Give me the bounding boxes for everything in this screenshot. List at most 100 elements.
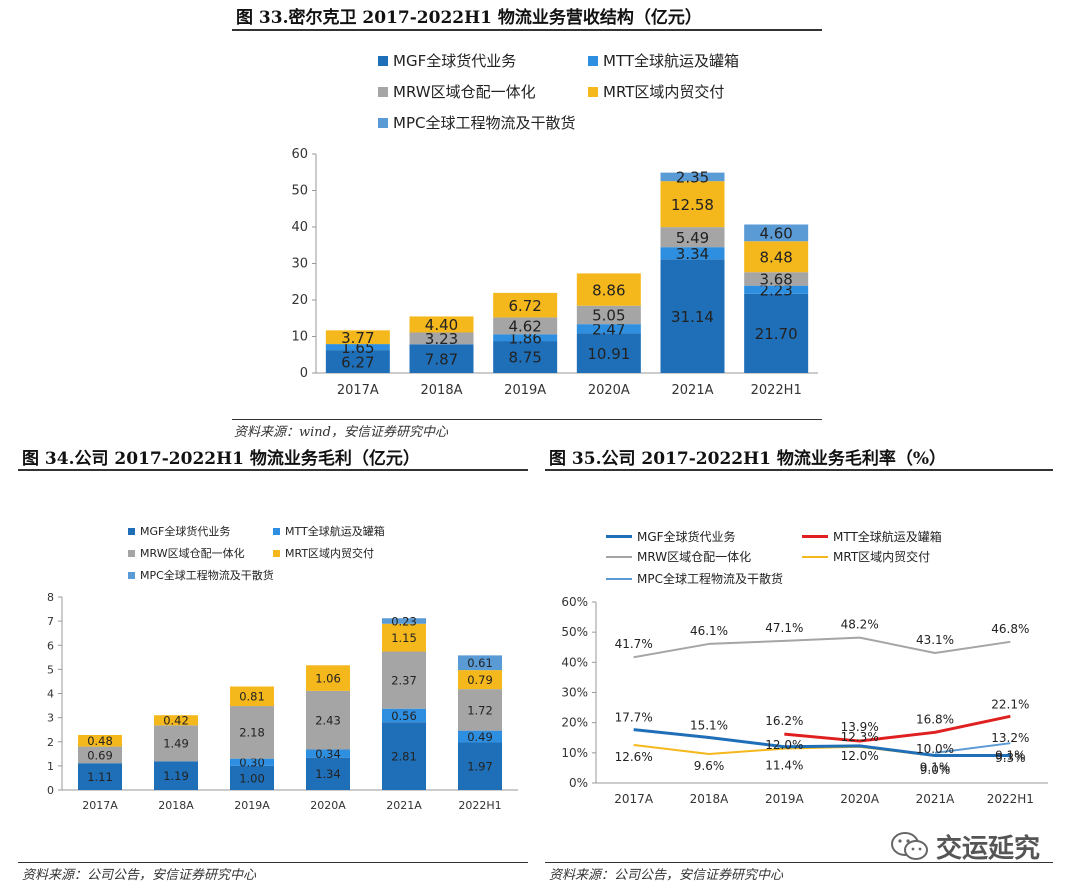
bar-segment (409, 344, 474, 373)
bar-segment (458, 655, 502, 671)
data-label: 1.19 (163, 769, 189, 783)
legend-swatch (802, 555, 828, 558)
data-label: 9.1% (995, 749, 1026, 763)
bar-segment (154, 761, 198, 790)
bar-segment (744, 272, 809, 286)
y-tick-label: 6 (47, 639, 54, 652)
legend-label: MRT区域内贸交付 (833, 550, 931, 564)
watermark: 交运延究 (890, 828, 1040, 865)
x-tick-label: 2022H1 (751, 383, 802, 398)
series-line (633, 728, 1011, 758)
data-label: 12.3% (841, 730, 879, 744)
y-tick-label: 30% (561, 686, 588, 700)
bar-segment (744, 224, 809, 242)
data-label: 8.48 (759, 248, 792, 266)
x-tick-label: 2018A (690, 792, 730, 806)
x-tick-label: 2021A (672, 383, 714, 398)
y-tick-label: 10 (291, 330, 308, 345)
legend-item: MGF全球货代业务 (128, 523, 230, 539)
bar-segment (230, 765, 274, 790)
legend-item: MTT全球航运及罐箱 (588, 50, 739, 71)
data-label: 8.75 (508, 349, 541, 367)
series-line (784, 714, 1011, 743)
legend-item: MPC全球工程物流及干散货 (128, 567, 274, 583)
legend-label: MRW区域仓配一体化 (637, 550, 752, 564)
data-label: 46.8% (991, 622, 1029, 636)
bar-segment (409, 332, 474, 345)
bar-segment (744, 293, 809, 373)
bar-segment (660, 259, 725, 373)
data-label: 10.91 (587, 345, 630, 363)
x-tick-label: 2018A (421, 383, 463, 398)
fig33-title: 图 33.密尔克卫 2017-2022H1 物流业务营收结构（亿元） (236, 8, 702, 28)
fig35-chart: 0% 10% 20% 30% 40% 50% 60% 2017A 2018A 2019A 2020A… (561, 595, 1048, 806)
bar-segment (78, 746, 122, 764)
y-tick-label: 60% (561, 595, 588, 609)
bar-segment (493, 292, 558, 318)
y-tick-label: 2 (47, 736, 54, 749)
data-label: 6.72 (508, 297, 541, 315)
data-label: 3.34 (676, 245, 709, 263)
legend-swatch (273, 549, 280, 557)
y-tick-label: 8 (47, 591, 54, 604)
legend-swatch (128, 571, 135, 579)
bar-segment (306, 749, 350, 758)
legend-swatch (378, 86, 388, 97)
legend-label: MRT区域内贸交付 (285, 547, 375, 560)
x-tick-label: 2021A (916, 792, 956, 806)
x-tick-label: 2019A (504, 383, 546, 398)
bar-segment (744, 241, 809, 273)
bar-segment (306, 665, 350, 691)
data-label: 16.8% (916, 712, 954, 726)
bar-segment (493, 334, 558, 342)
data-label: 2.35 (676, 169, 709, 187)
y-tick-label: 1 (47, 760, 54, 773)
x-tick-label: 2017A (614, 792, 654, 806)
data-label: 11.4% (765, 759, 803, 773)
bar-segment (576, 305, 641, 325)
legend-label: MGF全球货代业务 (637, 530, 736, 544)
data-label: 48.2% (841, 618, 879, 632)
legend-swatch (378, 117, 388, 128)
y-tick-label: 30 (291, 257, 308, 272)
data-label: 3.68 (759, 271, 792, 289)
data-label: 1.00 (239, 771, 265, 785)
bar-segment (382, 722, 426, 790)
data-label: 1.72 (467, 703, 493, 717)
data-label: 46.1% (690, 624, 728, 638)
legend-item: MRT区域内贸交付 (802, 548, 930, 565)
legend-item: MTT全球航运及罐箱 (802, 528, 942, 545)
legend-swatch (606, 535, 632, 538)
legend-item: MGF全球货代业务 (606, 528, 736, 545)
data-label: 17.7% (615, 711, 653, 725)
bar-segment (78, 763, 122, 790)
fig33-title-rule (232, 29, 822, 31)
y-tick-label: 0 (47, 784, 54, 797)
bar-segment (409, 316, 474, 333)
bar-segment (493, 341, 558, 373)
bar-segment (382, 651, 426, 709)
bar-segment (230, 706, 274, 759)
x-tick-label: 2022H1 (458, 799, 501, 812)
data-label: 2.81 (391, 749, 417, 763)
bar-segment (660, 227, 725, 248)
legend-swatch (128, 549, 135, 557)
data-label: 21.70 (755, 325, 798, 343)
y-tick-label: 60 (291, 147, 308, 162)
bar-segment (325, 350, 390, 373)
bar-segment (576, 324, 641, 334)
legend-label: MTT全球航运及罐箱 (285, 525, 385, 538)
data-label: 12.0% (765, 738, 803, 752)
bar-segment (493, 317, 558, 335)
data-label: 10.0% (916, 742, 954, 756)
data-label: 43.1% (916, 633, 954, 647)
legend-label: MPC全球工程物流及干散货 (637, 572, 783, 586)
data-label: 12.58 (671, 196, 714, 214)
y-tick-label: 20% (561, 716, 588, 730)
bar-segment (660, 247, 725, 260)
data-label: 0.81 (239, 690, 265, 704)
legend-label: MTT全球航运及罐箱 (833, 530, 942, 544)
data-label: 9.0% (920, 763, 951, 777)
legend-item: MRT区域内贸交付 (273, 545, 374, 561)
y-tick-label: 50% (561, 625, 588, 639)
